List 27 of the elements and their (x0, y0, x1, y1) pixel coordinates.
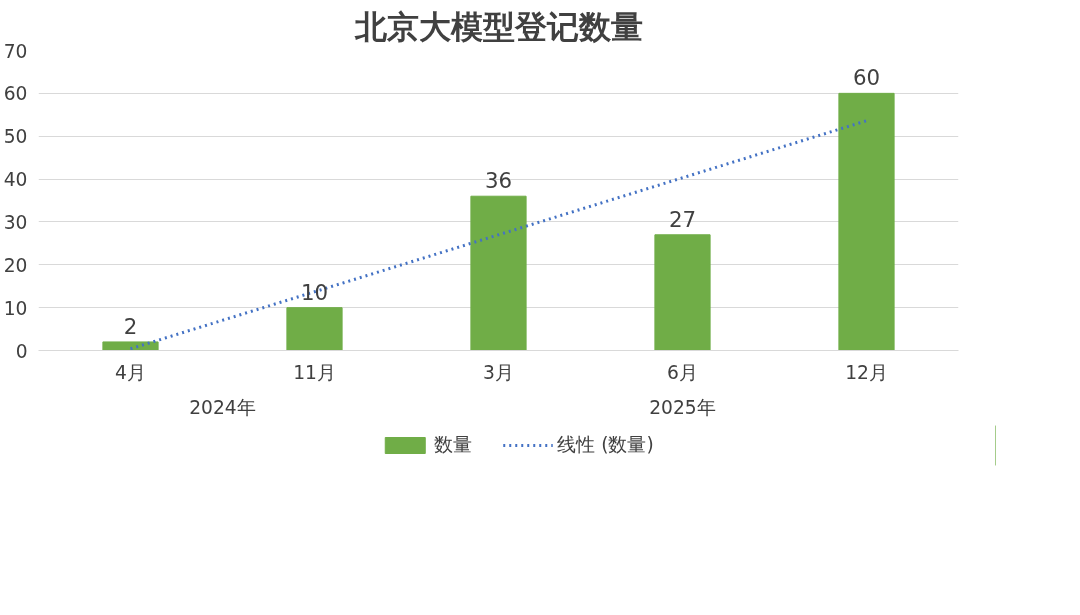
y-tick-label: 30 (3, 211, 28, 233)
bar (102, 341, 159, 351)
y-tick-label: 60 (3, 83, 28, 105)
bar (470, 195, 527, 351)
x-tick-label: 11月 (293, 361, 336, 383)
x-tick-label: 12月 (845, 361, 888, 383)
x-tick-label: 6月 (667, 361, 698, 383)
bar (838, 92, 895, 351)
legend-label: 线性 (数量) (557, 433, 654, 457)
y-tick-label: 10 (3, 297, 28, 319)
y-tick-label: 40 (3, 169, 28, 191)
y-tick-label: 70 (3, 40, 28, 62)
legend-label: 数量 (434, 433, 473, 457)
chart-title: 北京大模型登记数量 (353, 7, 643, 46)
y-tick-label: 0 (15, 340, 28, 362)
bar (654, 234, 711, 351)
text: 2024年 (189, 396, 256, 418)
x-tick-label: 4月 (115, 361, 146, 383)
data-label: 2 (123, 313, 138, 339)
y-tick-label: 20 (3, 254, 28, 276)
x-tick-label: 3月 (483, 361, 514, 383)
text: 2025年 (649, 396, 716, 418)
bar (286, 307, 343, 351)
data-label: 60 (852, 65, 881, 91)
data-label: 36 (484, 168, 513, 194)
y-tick-label: 50 (3, 126, 28, 148)
data-label: 27 (668, 206, 697, 232)
